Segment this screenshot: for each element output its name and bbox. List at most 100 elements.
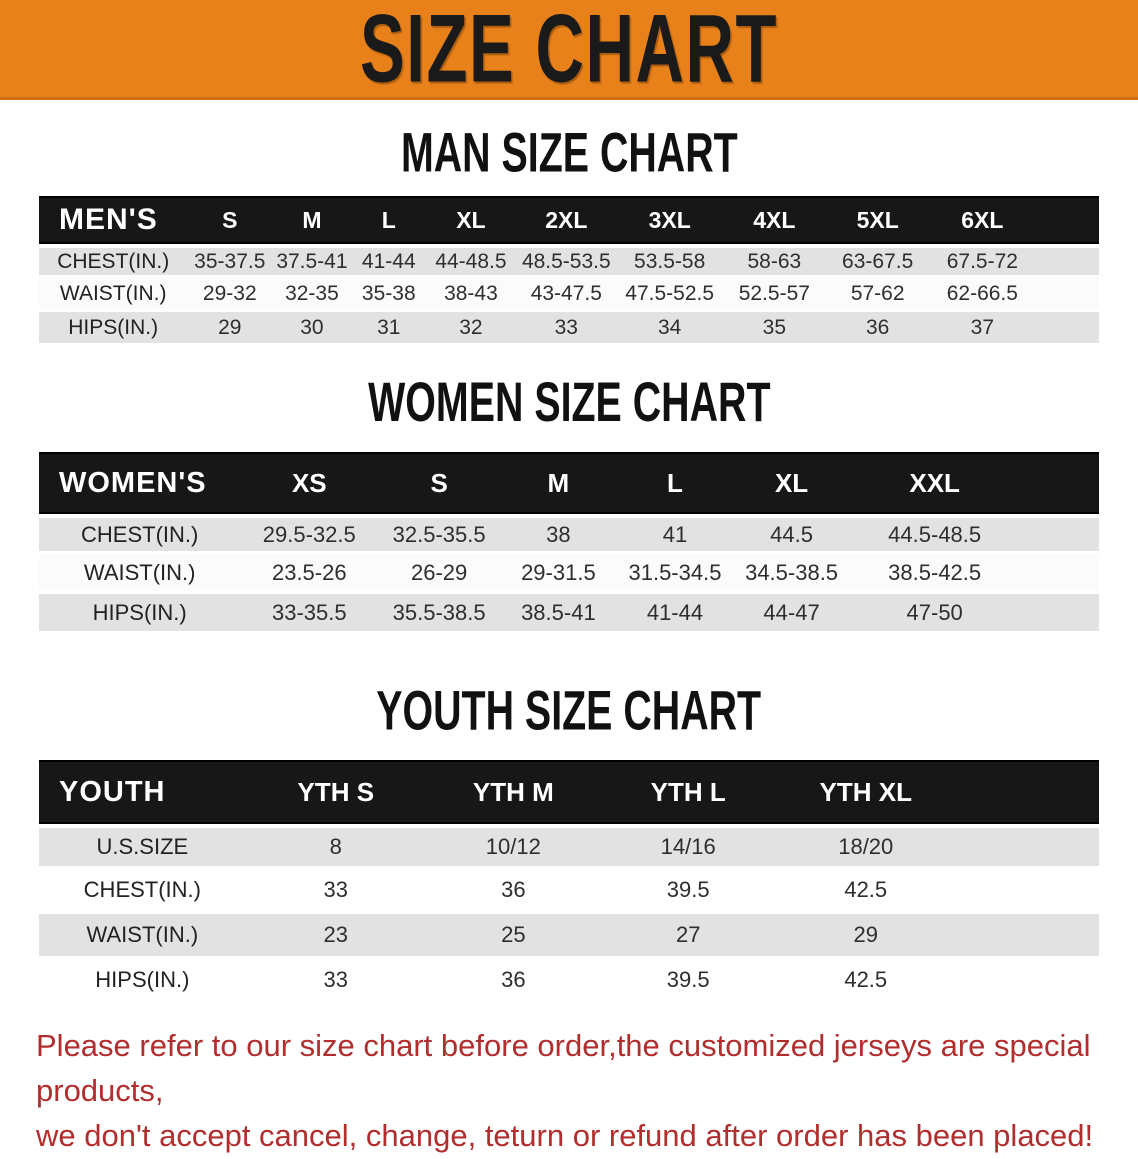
filler-cell [1035,244,1099,278]
men-section-heading: MAN SIZE CHART [0,100,1138,196]
cell: 43-47.5 [515,278,617,312]
cell: 14/16 [600,824,776,869]
cell: 41 [616,514,734,554]
table-row-men-chest: CHEST(IN.) 35-37.5 37.5-41 41-44 44-48.5… [39,244,1099,278]
cell: 38-43 [425,278,516,312]
women-col-xxl: XXL [849,452,1020,514]
cell: 30 [272,312,352,346]
youth-section-heading-text: YOUTH SIZE CHART [376,680,762,742]
cell: 41-44 [616,594,734,634]
cell: 39.5 [600,959,776,1004]
cell: 32.5-35.5 [378,514,501,554]
row-label: CHEST(IN.) [39,514,241,554]
table-row-men-waist: WAIST(IN.) 29-32 32-35 35-38 38-43 43-47… [39,278,1099,312]
men-col-5xl: 5XL [826,196,930,244]
cell: 25 [425,914,601,959]
table-row-women-hips: HIPS(IN.) 33-35.5 35.5-38.5 38.5-41 41-4… [39,594,1099,634]
cell: 8 [245,824,426,869]
cell: 53.5-58 [616,244,723,278]
women-section-heading-text: WOMEN SIZE CHART [367,372,771,434]
row-label: CHEST(IN.) [39,869,246,914]
men-table-title: MEN'S [39,196,188,244]
filler-cell [955,760,1099,824]
cell: 36 [826,312,930,346]
men-section-heading-text: MAN SIZE CHART [400,122,738,184]
cell: 31.5-34.5 [616,554,734,594]
table-row-youth-ussize: U.S.SIZE 8 10/12 14/16 18/20 [39,824,1099,869]
row-label: HIPS(IN.) [39,594,241,634]
cell: 35 [722,312,826,346]
cell: 39.5 [600,869,776,914]
cell: 44-47 [733,594,850,634]
cell: 42.5 [775,959,956,1004]
youth-col-xl: YTH XL [775,760,956,824]
row-label: WAIST(IN.) [39,914,246,959]
women-col-s: S [378,452,501,514]
cell: 47-50 [849,594,1020,634]
cell: 33 [245,869,426,914]
disclaimer-line1: Please refer to our size chart before or… [36,1028,1091,1108]
cell: 31 [351,312,426,346]
men-header-row: MEN'S S M L XL 2XL 3XL 4XL 5XL 6XL [39,196,1099,244]
cell: 27 [600,914,776,959]
page-title: SIZE CHART [359,0,779,103]
table-row-youth-hips: HIPS(IN.) 33 36 39.5 42.5 [39,959,1099,1004]
section-youth: YOUTH SIZE CHART YOUTH YTH S YTH M YTH L… [0,634,1138,1004]
cell: 29-31.5 [500,554,617,594]
cell: 38.5-42.5 [849,554,1020,594]
row-label: HIPS(IN.) [39,312,188,346]
women-table-title: WOMEN'S [39,452,241,514]
women-col-xl: XL [733,452,850,514]
cell: 62-66.5 [929,278,1036,312]
row-label: U.S.SIZE [39,824,246,869]
youth-header-row: YOUTH YTH S YTH M YTH L YTH XL [39,760,1099,824]
filler-cell [1019,452,1099,514]
women-section-heading: WOMEN SIZE CHART [0,346,1138,452]
women-col-l: L [616,452,734,514]
filler-cell [1035,278,1099,312]
row-label: HIPS(IN.) [39,959,246,1004]
cell: 29.5-32.5 [240,514,379,554]
row-label: WAIST(IN.) [39,278,188,312]
cell: 37.5-41 [272,244,352,278]
cell: 57-62 [826,278,930,312]
disclaimer-line2: we don't accept cancel, change, teturn o… [36,1117,1094,1153]
cell: 32 [425,312,516,346]
cell: 34.5-38.5 [733,554,850,594]
men-col-2xl: 2XL [515,196,617,244]
cell: 48.5-53.5 [515,244,617,278]
row-label: WAIST(IN.) [39,554,241,594]
cell: 41-44 [351,244,426,278]
cell: 23 [245,914,426,959]
men-col-m: M [272,196,352,244]
table-row-women-waist: WAIST(IN.) 23.5-26 26-29 29-31.5 31.5-34… [39,554,1099,594]
men-col-xl: XL [425,196,516,244]
women-size-table: WOMEN'S XS S M L XL XXL CHEST(IN.) 29.5-… [39,452,1099,634]
men-col-l: L [351,196,426,244]
cell: 67.5-72 [929,244,1036,278]
women-col-xs: XS [240,452,379,514]
men-col-s: S [187,196,273,244]
women-col-m: M [500,452,617,514]
youth-col-m: YTH M [425,760,601,824]
youth-size-table: YOUTH YTH S YTH M YTH L YTH XL U.S.SIZE … [39,760,1099,1004]
cell: 29-32 [187,278,273,312]
table-row-youth-chest: CHEST(IN.) 33 36 39.5 42.5 [39,869,1099,914]
cell: 38 [500,514,617,554]
cell: 36 [425,869,601,914]
section-men: MAN SIZE CHART MEN'S S M L XL 2XL 3XL 4X… [0,100,1138,346]
cell: 44.5 [733,514,850,554]
men-col-4xl: 4XL [722,196,826,244]
cell: 35.5-38.5 [378,594,501,634]
cell: 34 [616,312,723,346]
cell: 33-35.5 [240,594,379,634]
filler-cell [955,959,1099,1004]
cell: 38.5-41 [500,594,617,634]
youth-table-title: YOUTH [39,760,246,824]
cell: 47.5-52.5 [616,278,723,312]
cell: 42.5 [775,869,956,914]
cell: 32-35 [272,278,352,312]
filler-cell [955,869,1099,914]
cell: 44-48.5 [425,244,516,278]
